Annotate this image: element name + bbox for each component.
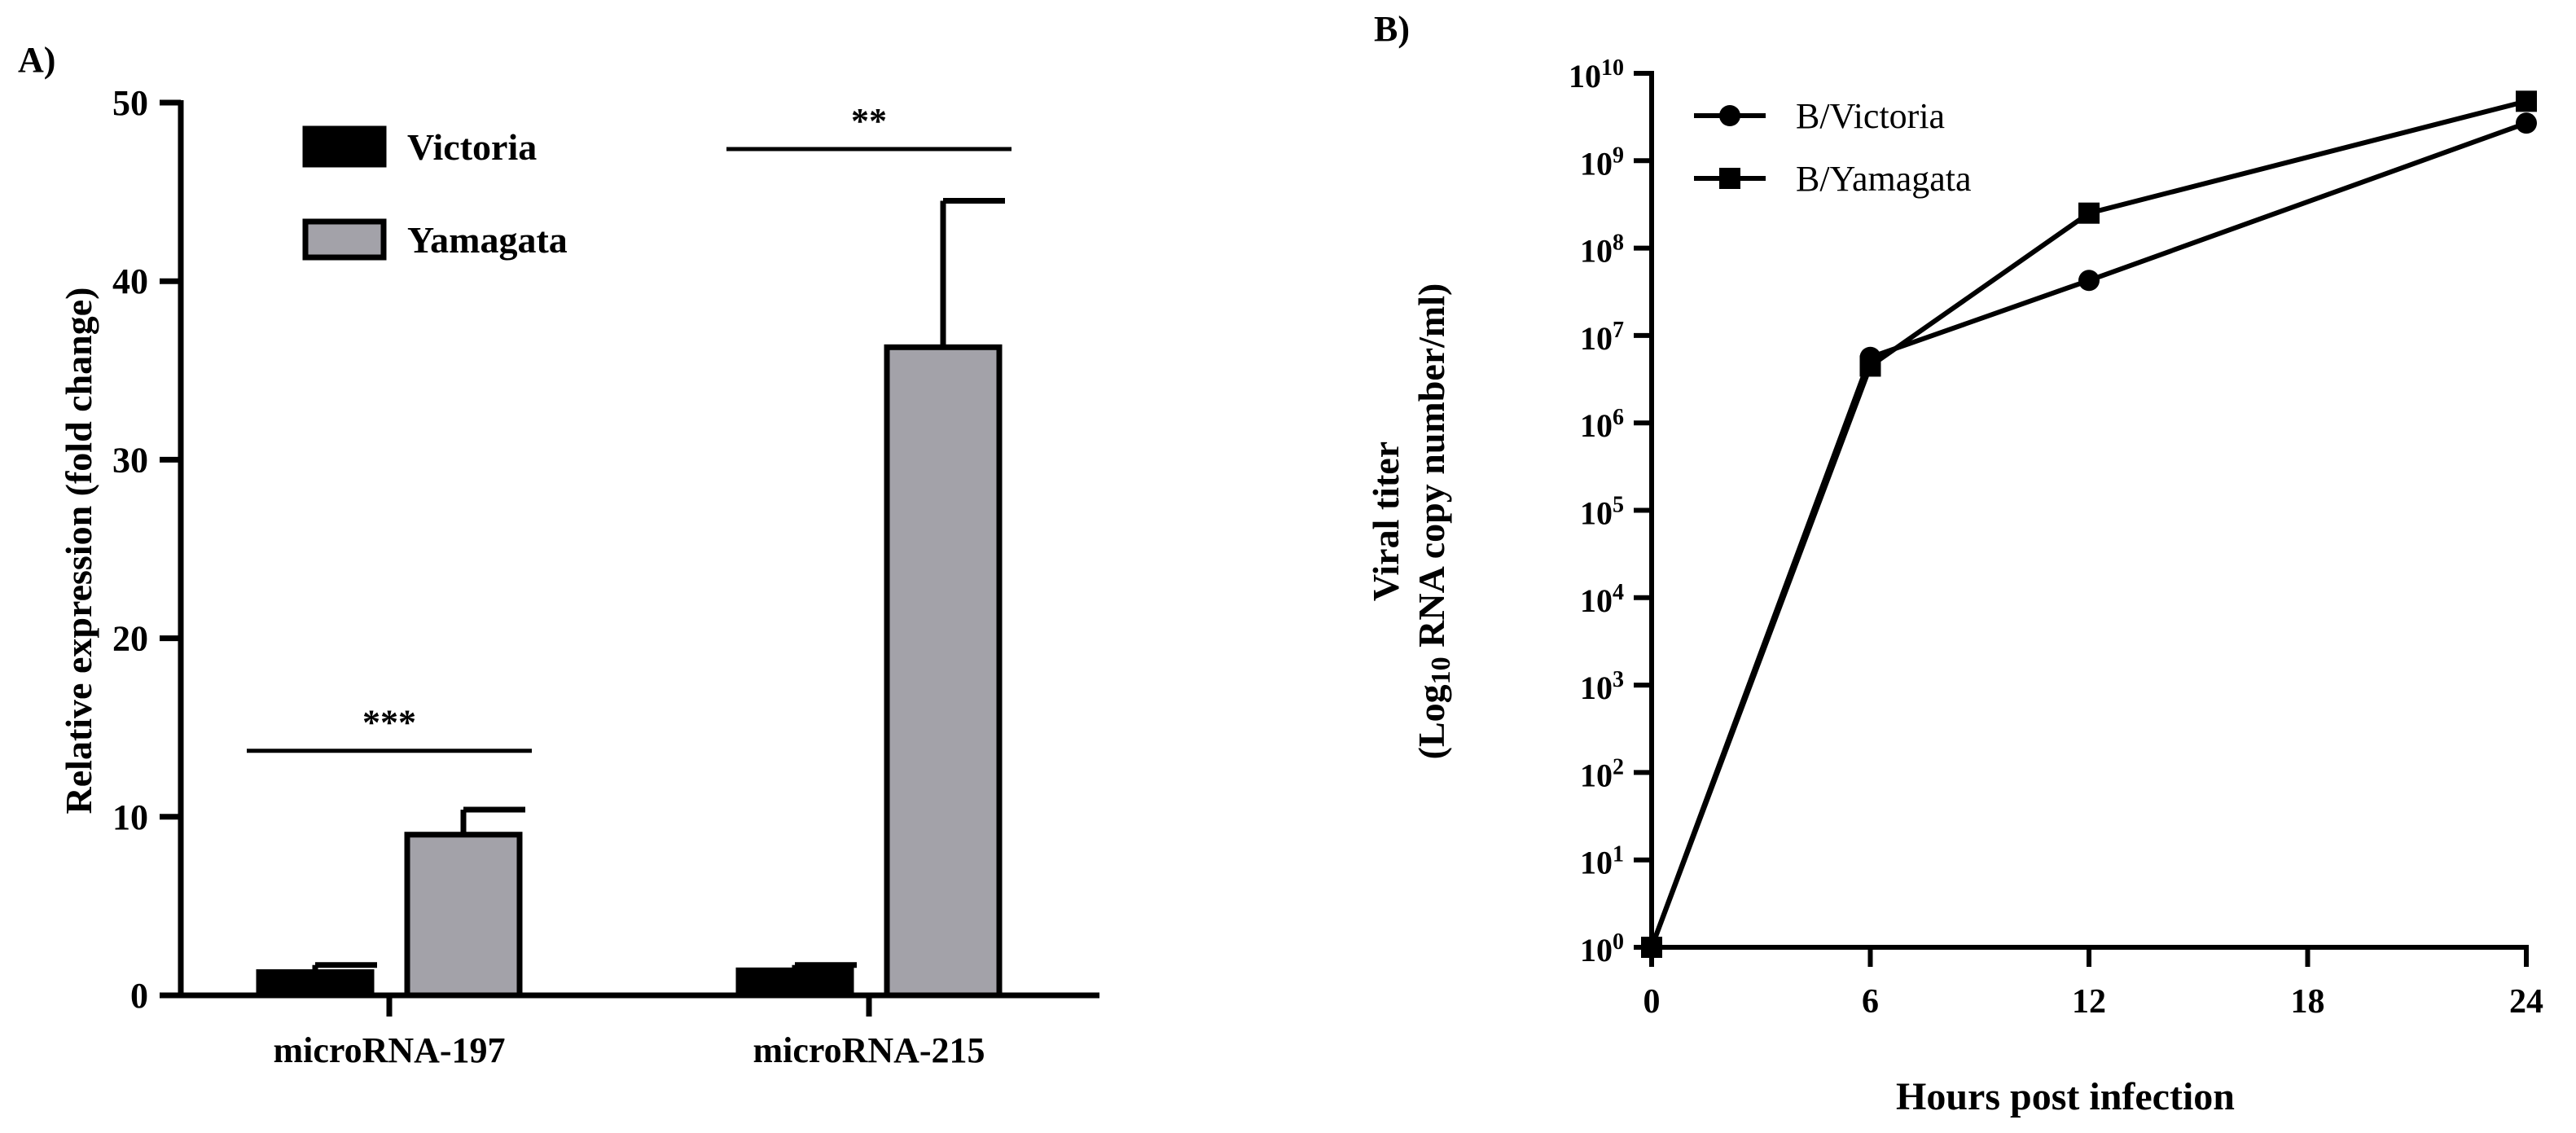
x-tick-label: 24 [2509, 983, 2543, 1021]
y-tick-label: 101 [1580, 841, 1624, 881]
y-tick-label: 100 [1580, 929, 1624, 969]
y-tick-label: 102 [1580, 754, 1624, 794]
y-tick-label: 10 [112, 797, 148, 837]
y-tick-exponent: 5 [1613, 492, 1624, 517]
bar-yamagata [884, 344, 1003, 999]
legend-label: B/Yamagata [1796, 159, 1972, 199]
panel-a-y-axis-label: Relative expression (fold change) [58, 288, 99, 815]
panel-b-y-axis-label-line2: (Log10 RNA copy number/ml) [1411, 283, 1456, 760]
y-tick-label: 109 [1580, 143, 1624, 182]
legend-label: Victoria [407, 126, 537, 168]
y-tick-base: 10 [1580, 233, 1613, 270]
y-tick-base: 10 [1580, 845, 1613, 881]
x-tick-label: 12 [2072, 983, 2106, 1021]
x-tick-label: microRNA-215 [753, 1030, 985, 1070]
y-tick-label: 103 [1580, 667, 1624, 707]
panel-b-y-axis-label-suffix: RNA copy number/ml) [1411, 283, 1452, 657]
series-line-b-victoria [1649, 121, 2528, 949]
data-point-square [2516, 90, 2537, 112]
y-tick-base: 10 [1580, 757, 1613, 793]
y-tick-exponent: 10 [1601, 55, 1624, 81]
y-tick-label: 106 [1580, 405, 1624, 445]
x-tick-label: 6 [1862, 983, 1879, 1021]
y-tick-base: 10 [1580, 407, 1613, 444]
y-tick-label: 30 [112, 440, 148, 480]
y-tick-exponent: 8 [1613, 230, 1624, 255]
data-point-square [1859, 355, 1881, 377]
y-tick-label: 50 [112, 83, 148, 123]
y-tick-label: 40 [112, 261, 148, 301]
series-line-b-yamagata [1649, 99, 2527, 949]
bar-yamagata [404, 832, 523, 999]
data-point-circle [2516, 112, 2537, 134]
bar-victoria [735, 967, 854, 999]
x-tick-label: microRNA-197 [273, 1030, 505, 1070]
data-point-square [2078, 202, 2100, 224]
y-tick-label: 107 [1580, 317, 1624, 357]
significance-label: *** [362, 703, 416, 743]
y-tick-exponent: 3 [1613, 667, 1624, 692]
y-tick-exponent: 4 [1613, 579, 1624, 604]
significance-label: ** [851, 101, 887, 141]
legend-label: B/Victoria [1796, 96, 1945, 136]
y-tick-exponent: 6 [1613, 405, 1624, 430]
y-tick-exponent: 1 [1613, 841, 1624, 867]
legend-swatch-victoria [302, 125, 387, 168]
y-tick-base: 10 [1569, 58, 1601, 94]
legend-swatch-yamagata [302, 218, 387, 261]
y-tick-label: 0 [130, 976, 148, 1016]
y-tick-base: 10 [1580, 932, 1613, 968]
y-tick-base: 10 [1580, 320, 1613, 357]
y-tick-exponent: 9 [1613, 143, 1624, 168]
y-tick-label: 104 [1580, 579, 1624, 619]
y-tick-label: 1010 [1569, 55, 1624, 95]
legend-marker-circle [1719, 105, 1740, 126]
bar-victoria [256, 969, 375, 999]
panel-b-y-axis-label-prefix: (Log [1411, 684, 1452, 759]
data-point-square [1641, 937, 1662, 958]
y-tick-label: 105 [1580, 492, 1624, 532]
y-tick-base: 10 [1580, 582, 1613, 619]
y-tick-label: 20 [112, 619, 148, 659]
panel-b-y-axis-label-line1: Viral titer [1365, 441, 1406, 601]
y-tick-base: 10 [1580, 495, 1613, 532]
y-tick-exponent: 0 [1613, 929, 1624, 955]
panel-b-y-axis-label-subscript: 10 [1426, 657, 1456, 684]
y-tick-base: 10 [1580, 670, 1613, 706]
panel-a-label: A) [18, 40, 55, 80]
x-tick-label: 18 [2291, 983, 2325, 1021]
x-tick-label: 0 [1643, 983, 1661, 1021]
y-tick-exponent: 7 [1613, 317, 1624, 342]
legend-marker-square [1719, 168, 1740, 189]
panel-b-label: B) [1374, 9, 1410, 49]
panel-b-x-axis-label: Hours post infection [1896, 1075, 2235, 1118]
panel-a: A) 0 10 20 30 40 50 microRNA-197 microRNA-215 **… [18, 40, 1099, 1070]
y-tick-exponent: 2 [1613, 754, 1624, 779]
y-tick-label: 108 [1580, 230, 1624, 270]
y-tick-base: 10 [1580, 145, 1613, 182]
legend-label: Yamagata [407, 219, 568, 261]
data-point-circle [2078, 270, 2100, 292]
